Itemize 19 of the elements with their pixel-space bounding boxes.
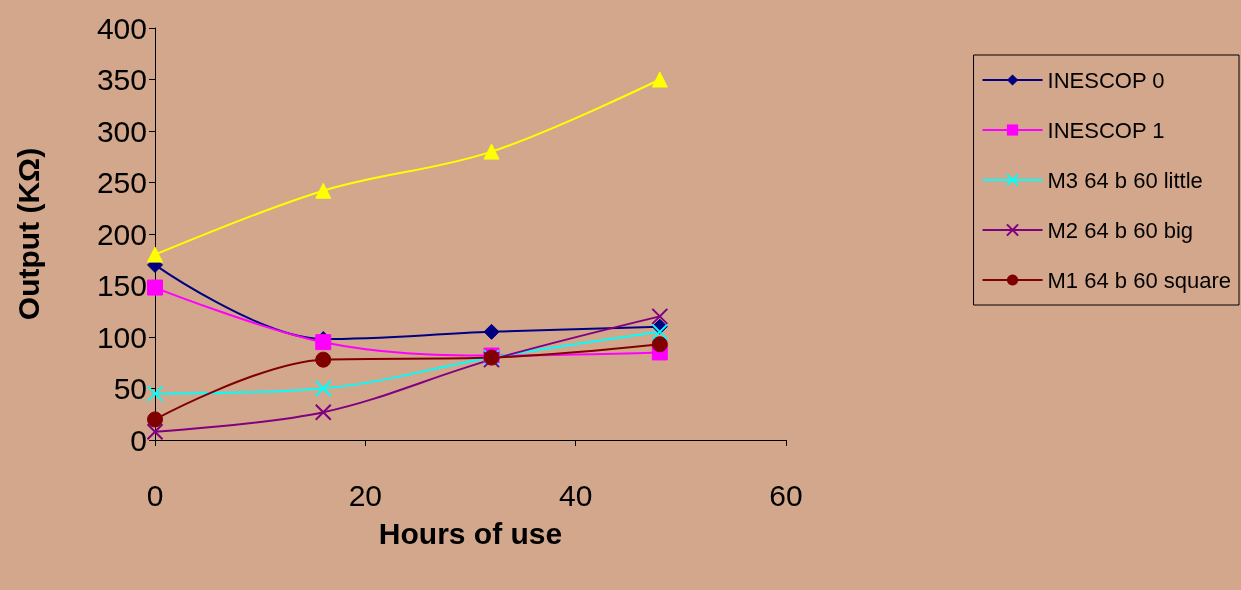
y-tick-label: 350: [96, 63, 147, 96]
y-tick-label: 100: [96, 320, 147, 354]
y-tick-label: 300: [96, 114, 147, 148]
y-tick-label: 0: [130, 423, 147, 457]
y-axis-title: Output (KΩ): [11, 147, 45, 321]
legend-label: M1 64 b 60 square: [1047, 267, 1232, 293]
x-tick-label: 40: [558, 478, 593, 512]
y-tick-label: 50: [113, 372, 147, 405]
x-axis-title: Hours of use: [378, 516, 563, 550]
x-tick-label: 20: [348, 478, 383, 512]
y-tick-label: 150: [96, 269, 147, 302]
legend-label: M2 64 b 60 big: [1047, 217, 1194, 243]
y-tick-label: 250: [96, 166, 147, 199]
legend-label: INESCOP 1: [1047, 117, 1165, 143]
legend-label: INESCOP 0: [1047, 67, 1165, 93]
x-tick-label: 60: [769, 478, 803, 512]
legend-label: M3 64 b 60 little: [1047, 167, 1203, 193]
y-tick-label: 200: [96, 217, 147, 251]
y-tick-label: 400: [96, 11, 147, 45]
